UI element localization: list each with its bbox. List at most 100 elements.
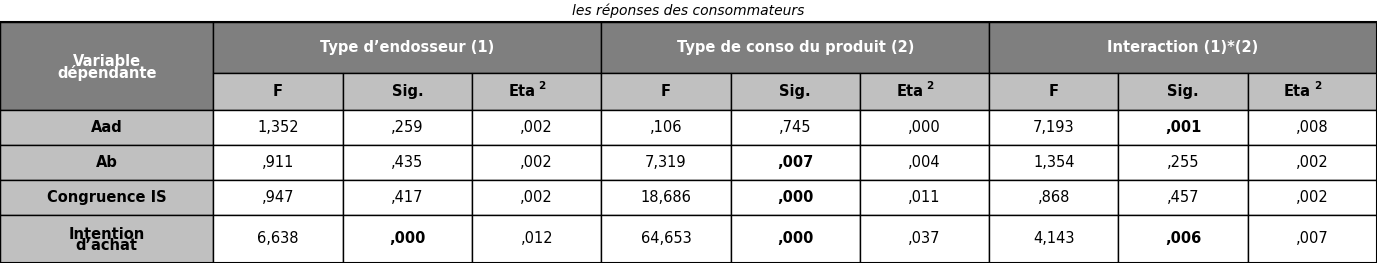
Bar	[859, 145, 989, 180]
Bar	[731, 180, 859, 215]
Bar	[731, 145, 859, 180]
Bar	[602, 215, 731, 263]
Bar	[472, 145, 602, 180]
Text: ,002: ,002	[521, 155, 554, 170]
Text: ,002: ,002	[521, 120, 554, 135]
Text: ,911: ,911	[262, 155, 295, 170]
Bar	[602, 22, 989, 73]
Bar	[1248, 215, 1377, 263]
Bar	[1248, 180, 1377, 215]
Text: ,000: ,000	[907, 120, 940, 135]
Bar	[731, 110, 859, 145]
Bar	[213, 145, 343, 180]
Bar	[213, 73, 343, 110]
Bar	[859, 73, 989, 110]
Text: ,457: ,457	[1166, 190, 1199, 205]
Bar	[213, 215, 343, 263]
Text: F: F	[273, 84, 284, 99]
Bar	[602, 110, 731, 145]
Text: Intention: Intention	[69, 227, 145, 242]
Text: ,000: ,000	[390, 231, 425, 246]
Text: 7,319: 7,319	[644, 155, 687, 170]
Text: ,012: ,012	[521, 231, 554, 246]
Text: ,001: ,001	[1165, 120, 1201, 135]
Bar	[1118, 180, 1248, 215]
Bar	[213, 110, 343, 145]
Text: ,007: ,007	[1296, 231, 1329, 246]
Text: ,007: ,007	[777, 155, 814, 170]
Bar	[989, 22, 1377, 73]
Bar	[989, 145, 1118, 180]
Bar	[213, 22, 602, 73]
Bar	[472, 180, 602, 215]
Text: ,868: ,868	[1038, 190, 1070, 205]
Bar	[1248, 110, 1377, 145]
Bar	[343, 215, 472, 263]
Text: Variable: Variable	[73, 54, 140, 69]
Text: ,037: ,037	[909, 231, 940, 246]
Text: 4,143: 4,143	[1033, 231, 1074, 246]
Text: Eta: Eta	[896, 84, 923, 99]
Bar	[989, 73, 1118, 110]
Text: 64,653: 64,653	[640, 231, 691, 246]
Text: ,417: ,417	[391, 190, 424, 205]
Text: Sig.: Sig.	[1168, 84, 1199, 99]
Text: Sig.: Sig.	[779, 84, 811, 99]
Text: ,000: ,000	[777, 231, 814, 246]
Bar	[859, 110, 989, 145]
Text: ,002: ,002	[1296, 190, 1329, 205]
Text: ,000: ,000	[777, 190, 814, 205]
Text: F: F	[661, 84, 671, 99]
Text: ,745: ,745	[779, 120, 811, 135]
Text: d’achat: d’achat	[76, 238, 138, 253]
Text: ,002: ,002	[1296, 155, 1329, 170]
Text: Type d’endosseur (1): Type d’endosseur (1)	[321, 40, 494, 55]
Text: 1,352: 1,352	[257, 120, 299, 135]
Text: ,004: ,004	[909, 155, 940, 170]
Text: ,435: ,435	[391, 155, 424, 170]
Bar	[343, 180, 472, 215]
Bar	[0, 110, 213, 145]
Bar	[731, 73, 859, 110]
Text: Ab: Ab	[96, 155, 117, 170]
Bar	[0, 180, 213, 215]
Text: Congruence IS: Congruence IS	[47, 190, 167, 205]
Text: 1,354: 1,354	[1033, 155, 1074, 170]
Bar	[989, 215, 1118, 263]
Bar	[343, 145, 472, 180]
Text: les réponses des consommateurs: les réponses des consommateurs	[573, 4, 804, 18]
Bar	[602, 180, 731, 215]
Bar	[213, 180, 343, 215]
Text: F: F	[1049, 84, 1059, 99]
Bar	[472, 110, 602, 145]
Bar	[1118, 73, 1248, 110]
Bar	[0, 22, 213, 110]
Bar	[343, 110, 472, 145]
Text: Eta: Eta	[508, 84, 536, 99]
Bar	[0, 215, 213, 263]
Bar	[859, 180, 989, 215]
Bar	[343, 73, 472, 110]
Bar	[602, 73, 731, 110]
Text: 7,193: 7,193	[1033, 120, 1074, 135]
Text: ,259: ,259	[391, 120, 424, 135]
Bar	[472, 73, 602, 110]
Text: 2: 2	[538, 81, 545, 91]
Bar	[472, 215, 602, 263]
Text: Aad: Aad	[91, 120, 123, 135]
Bar	[859, 215, 989, 263]
Bar	[1118, 215, 1248, 263]
Text: ,255: ,255	[1166, 155, 1199, 170]
Bar	[0, 145, 213, 180]
Bar	[989, 180, 1118, 215]
Text: ,011: ,011	[909, 190, 940, 205]
Text: ,008: ,008	[1296, 120, 1329, 135]
Bar	[731, 215, 859, 263]
Text: dépendante: dépendante	[56, 65, 157, 81]
Bar	[1118, 110, 1248, 145]
Bar	[1248, 145, 1377, 180]
Text: ,006: ,006	[1165, 231, 1201, 246]
Text: Sig.: Sig.	[391, 84, 423, 99]
Text: Type de conso du produit (2): Type de conso du produit (2)	[676, 40, 914, 55]
Bar	[1118, 145, 1248, 180]
